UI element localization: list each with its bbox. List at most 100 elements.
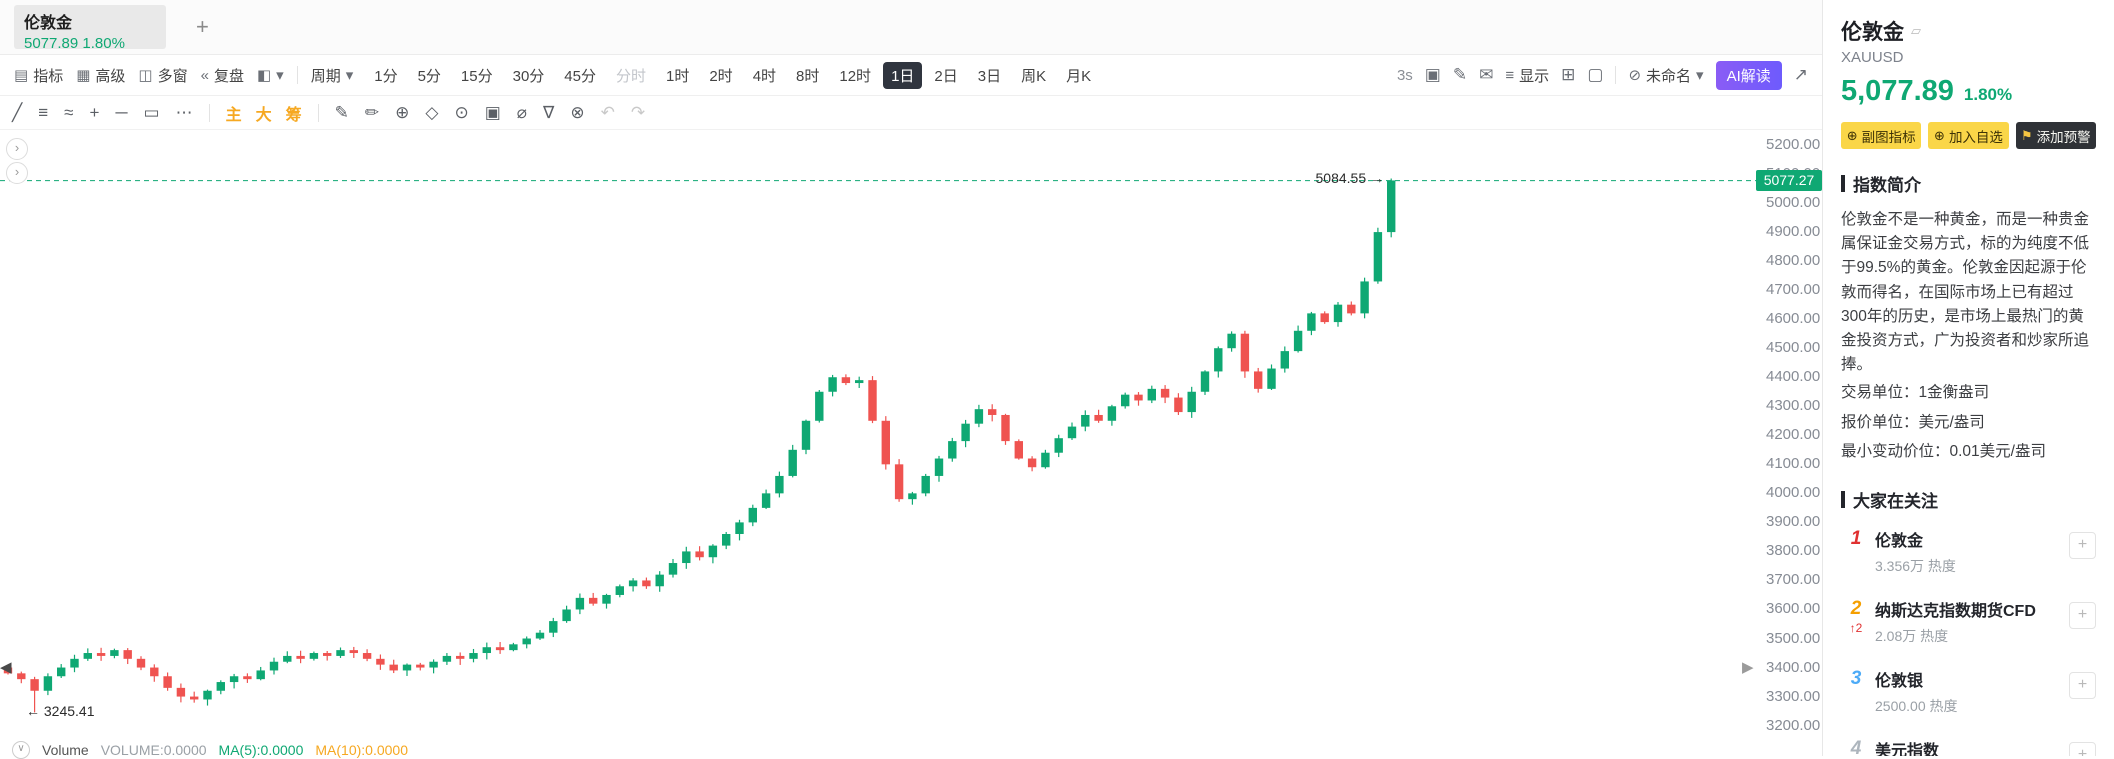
add-watchlist-button[interactable]: ⊕ 加入自选: [1928, 122, 2009, 149]
trend-line-icon[interactable]: ╱: [12, 102, 23, 122]
indicators-button[interactable]: ▤ 指标: [14, 65, 63, 86]
candlestick-svg[interactable]: [0, 130, 1760, 740]
toolbar-divider: [208, 103, 210, 122]
display-settings-button[interactable]: ≡ 显示: [1505, 65, 1549, 86]
watch-list: 1 伦敦金 3.356万 热度 +2 ↑2 纳斯达克指数期货CFD 2.08万 热度 +3 伦敦…: [1841, 516, 2096, 756]
timeframe-5分[interactable]: 5分: [417, 67, 441, 85]
timeframe-3日[interactable]: 3日: [977, 67, 1002, 85]
expand-tools-panel-icon[interactable]: ›: [6, 162, 28, 184]
intro-title: 指数简介: [1853, 176, 1921, 195]
replay-button[interactable]: « 复盘: [201, 65, 244, 86]
axis-tick-label: 3200.00: [1766, 716, 1821, 734]
rank-number: 4: [1850, 738, 1862, 756]
timeframe-分时[interactable]: 分时: [615, 67, 646, 85]
watch-item-main: 伦敦银 2500.00 热度: [1871, 667, 2069, 716]
copy-icon[interactable]: ▱: [1911, 23, 1921, 38]
timeframe-12时[interactable]: 12时: [839, 67, 872, 85]
multi-window-button[interactable]: ◫ 多窗: [138, 65, 187, 86]
rectangle-icon[interactable]: ▭: [143, 102, 160, 122]
timeframe-4时[interactable]: 4时: [752, 67, 777, 85]
expand-drawing-panel-icon[interactable]: ›: [6, 138, 28, 160]
wave-icon[interactable]: ≈: [64, 102, 74, 122]
chart-style-dropdown[interactable]: ◧ ▾: [257, 66, 284, 84]
timeframe-2日[interactable]: 2日: [934, 67, 958, 85]
add-symbol-button[interactable]: +: [2069, 672, 2096, 700]
cross-icon[interactable]: +: [89, 102, 100, 122]
timeframe-周K[interactable]: 周K: [1021, 67, 1047, 85]
timeframe-1分[interactable]: 1分: [374, 67, 398, 85]
watch-symbol-name: 美元指数: [1875, 743, 1940, 756]
section-intro-header: 指数简介: [1841, 171, 2096, 196]
plus-circle-icon: ⊕: [1846, 127, 1858, 143]
add-symbol-button[interactable]: +: [2069, 602, 2096, 630]
sub-chart-indicator-button[interactable]: ⊕ 副图指标: [1841, 122, 1922, 149]
current-price-label: 5077.27: [1756, 169, 1822, 191]
edit-icon[interactable]: ✎: [1452, 65, 1468, 84]
watch-list-item[interactable]: 2 ↑2 纳斯达克指数期货CFD 2.08万 热度 +: [1841, 586, 2096, 656]
camera-icon[interactable]: ▣: [1424, 65, 1441, 84]
advanced-icon: ▦: [76, 67, 91, 84]
add-symbol-button[interactable]: +: [2069, 532, 2096, 560]
trash-icon[interactable]: ⊗: [570, 102, 585, 122]
timeframe-月K[interactable]: 月K: [1066, 67, 1092, 85]
marker-icon[interactable]: ⊕: [395, 102, 410, 122]
horizontal-lines-icon[interactable]: ≡: [38, 102, 49, 122]
filter-icon[interactable]: ∇: [543, 102, 555, 122]
chart-area[interactable]: 5200.005100.005000.004900.004800.004700.…: [0, 130, 1822, 740]
brush-icon[interactable]: ✏: [364, 102, 380, 122]
fullscreen-icon[interactable]: ▢: [1587, 65, 1604, 84]
timeframe-15分[interactable]: 15分: [460, 67, 493, 85]
screenshot-icon[interactable]: ▣: [484, 102, 501, 122]
advanced-label: 高级: [95, 67, 126, 85]
ai-analysis-button[interactable]: AI解读: [1715, 60, 1782, 90]
tab-symbol-price: 5077.89 1.80%: [24, 35, 125, 52]
trade-unit-line: 交易单位：1金衡盎司: [1841, 384, 1990, 402]
tick-size-line: 最小变动价位：0.01美元/盎司: [1841, 442, 2046, 460]
drawing-tools-right: ✎ ✏ ⊕ ◇ ⊙ ▣ ⌀ ∇ ⊗: [335, 103, 585, 123]
layout-name-dropdown[interactable]: ⊘ 未命名 ▾: [1628, 65, 1703, 86]
period-label: 周期: [310, 67, 341, 85]
scroll-right-icon[interactable]: ▶: [1742, 659, 1754, 676]
volume-indicator-bar: ∨ Volume VOLUME:0.0000 MA(5):0.0000 MA(1…: [0, 740, 1822, 759]
timeframe-1时[interactable]: 1时: [666, 67, 690, 85]
mode-large[interactable]: 大: [255, 106, 272, 124]
grid-layout-icon[interactable]: ⊞: [1561, 65, 1576, 84]
add-symbol-button[interactable]: +: [2069, 742, 2096, 756]
rank-cell: 4↓1: [1841, 737, 1871, 756]
scroll-left-icon[interactable]: ◀: [0, 659, 12, 676]
add-alert-button-label: 添加预警: [2036, 129, 2091, 145]
more-tools-icon[interactable]: ⋯: [175, 102, 193, 122]
advanced-button[interactable]: ▦ 高级: [76, 65, 125, 86]
replay-label: 复盘: [213, 67, 244, 85]
watch-item-main: 伦敦金 3.356万 热度: [1871, 527, 2069, 576]
watch-list-item[interactable]: 1 伦敦金 3.356万 热度 +: [1841, 516, 2096, 586]
mode-chips[interactable]: 筹: [285, 106, 302, 124]
eraser-icon[interactable]: ⌀: [516, 102, 527, 122]
redo-icon[interactable]: ↷: [630, 102, 646, 122]
link-icon[interactable]: ⊙: [454, 102, 469, 122]
timeframe-45分[interactable]: 45分: [564, 67, 596, 85]
timeframe-group: 1分 5分 15分 30分 45分 分时 1时 2时 4时 8时 12时 1日 2日 3日 周K 月K: [366, 61, 1099, 89]
axis-tick-label: 4600.00: [1766, 310, 1821, 328]
timeframe-1日[interactable]: 1日: [883, 61, 923, 89]
timeframe-30分[interactable]: 30分: [512, 67, 545, 85]
period-dropdown[interactable]: 周期 ▾: [311, 65, 354, 86]
add-tab-button[interactable]: +: [196, 14, 209, 39]
mode-main[interactable]: 主: [225, 106, 242, 124]
measure-line-icon[interactable]: ─: [115, 102, 128, 122]
timeframe-8时[interactable]: 8时: [796, 67, 820, 85]
watch-item-main: 美元指数2000.00 热度: [1871, 737, 2069, 756]
chevron-down-icon: ▾: [345, 67, 354, 84]
chat-icon[interactable]: ✉: [1479, 65, 1494, 84]
magnet-icon[interactable]: ◇: [425, 102, 439, 122]
add-alert-button[interactable]: ⚑ 添加预警: [2015, 122, 2096, 149]
undo-icon[interactable]: ↶: [600, 102, 615, 122]
symbol-tab[interactable]: 伦敦金 5077.89 1.80%: [14, 5, 166, 52]
multi-window-icon: ◫: [138, 67, 153, 84]
timeframe-2时[interactable]: 2时: [709, 67, 733, 85]
watch-list-item[interactable]: 4↓1美元指数2000.00 热度+: [1841, 726, 2096, 756]
share-icon[interactable]: ↗: [1793, 65, 1808, 84]
replay-icon: «: [200, 66, 209, 84]
watch-list-item[interactable]: 3 伦敦银 2500.00 热度 +: [1841, 656, 2096, 726]
text-note-icon[interactable]: ✎: [334, 102, 349, 122]
